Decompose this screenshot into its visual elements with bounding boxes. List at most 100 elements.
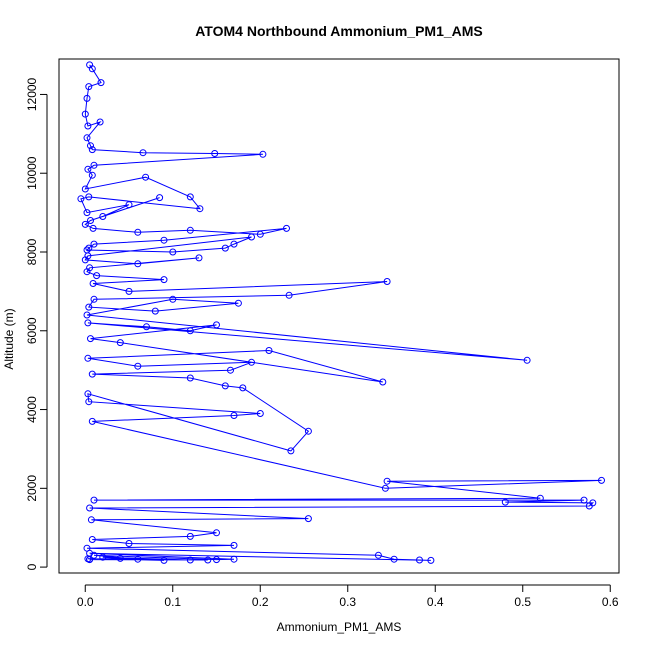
data-point <box>116 339 124 347</box>
data-point <box>195 254 203 262</box>
data-point <box>169 248 177 256</box>
data-point <box>81 185 89 193</box>
data-point <box>85 83 93 91</box>
data-point <box>213 529 220 537</box>
data-point <box>88 536 96 543</box>
data-point <box>134 362 142 370</box>
data-point <box>169 295 177 303</box>
data-point <box>196 205 204 213</box>
data-point <box>239 384 247 392</box>
data-point <box>90 295 98 303</box>
y-axis-label: Altitude (m) <box>2 308 16 369</box>
data-point <box>90 496 98 504</box>
data-point <box>265 347 273 354</box>
data-point <box>139 149 147 157</box>
plot-frame <box>58 58 620 574</box>
data-point <box>390 555 398 563</box>
data-point <box>416 556 423 564</box>
data-point <box>125 540 133 547</box>
data-point <box>186 374 194 382</box>
data-point <box>88 370 96 378</box>
data-point <box>88 171 96 179</box>
data-point <box>90 240 98 248</box>
data-point <box>87 335 94 343</box>
data-point <box>230 555 238 563</box>
data-point <box>88 65 96 73</box>
data-point <box>99 213 107 220</box>
data-point <box>536 494 544 502</box>
data-point <box>186 226 194 234</box>
data-point <box>83 134 91 142</box>
data-point <box>256 230 264 238</box>
data-point <box>256 410 264 417</box>
data-point <box>125 287 133 295</box>
data-point <box>160 236 168 244</box>
series-polyline <box>80 64 602 561</box>
data-point <box>383 477 391 485</box>
data-point <box>230 412 238 419</box>
data-point <box>283 224 290 232</box>
data-point <box>186 327 194 335</box>
data-point <box>134 260 142 268</box>
data-point <box>221 382 229 390</box>
x-tick-label: 0.5 <box>514 595 531 609</box>
data-point <box>125 201 133 209</box>
data-point <box>142 173 150 181</box>
data-point <box>88 417 96 425</box>
data-point <box>97 79 105 87</box>
data-point <box>77 195 85 203</box>
data-point <box>86 504 94 512</box>
data-point <box>88 146 96 154</box>
x-axis-label: Ammonium_PM1_AMS <box>277 620 402 634</box>
data-point <box>304 515 312 523</box>
data-point <box>89 280 97 287</box>
y-axis: 0 2000 4000 6000 8000 10000 12000 <box>25 77 48 570</box>
x-tick-label: 0.6 <box>602 595 619 609</box>
y-tick-label: 10000 <box>25 156 39 190</box>
data-point <box>213 321 220 329</box>
data-point <box>81 110 89 118</box>
data-point <box>85 398 93 406</box>
data-point <box>230 541 238 549</box>
data-point <box>86 556 94 564</box>
series-points <box>77 61 605 564</box>
data-point <box>116 554 124 562</box>
data-point <box>90 551 98 559</box>
data-point <box>84 319 92 327</box>
data-point <box>85 303 93 311</box>
data-point <box>186 193 194 201</box>
data-point <box>151 307 159 315</box>
y-tick-label: 6000 <box>25 317 39 344</box>
data-point <box>248 358 255 366</box>
x-tick-label: 0.3 <box>339 595 356 609</box>
data-point <box>85 244 93 252</box>
data-point <box>287 447 295 455</box>
data-point <box>96 118 104 126</box>
data-point <box>211 150 219 157</box>
data-point <box>285 291 293 299</box>
data-point <box>81 256 89 264</box>
data-point <box>259 150 267 158</box>
data-point <box>134 555 142 563</box>
y-tick-label: 0 <box>25 563 39 570</box>
data-point <box>379 378 387 386</box>
data-point <box>156 194 164 202</box>
data-point <box>83 209 91 217</box>
data-point <box>523 356 531 364</box>
data-point <box>580 496 588 504</box>
chart-title: ATOM4 Northbound Ammonium_PM1_AMS <box>195 23 483 39</box>
x-axis: 0.0 0.1 0.2 0.3 0.4 0.5 0.6 <box>77 584 619 609</box>
data-point <box>186 532 194 540</box>
data-point <box>83 311 91 319</box>
data-point <box>84 354 92 362</box>
y-tick-label: 4000 <box>25 396 39 423</box>
data-point <box>598 476 605 484</box>
x-tick-label: 0.2 <box>252 595 269 609</box>
x-tick-label: 0.1 <box>164 595 181 609</box>
data-point <box>204 556 212 564</box>
data-point <box>83 94 91 102</box>
series-line <box>80 64 602 561</box>
data-point <box>81 220 89 228</box>
data-point <box>234 299 242 307</box>
